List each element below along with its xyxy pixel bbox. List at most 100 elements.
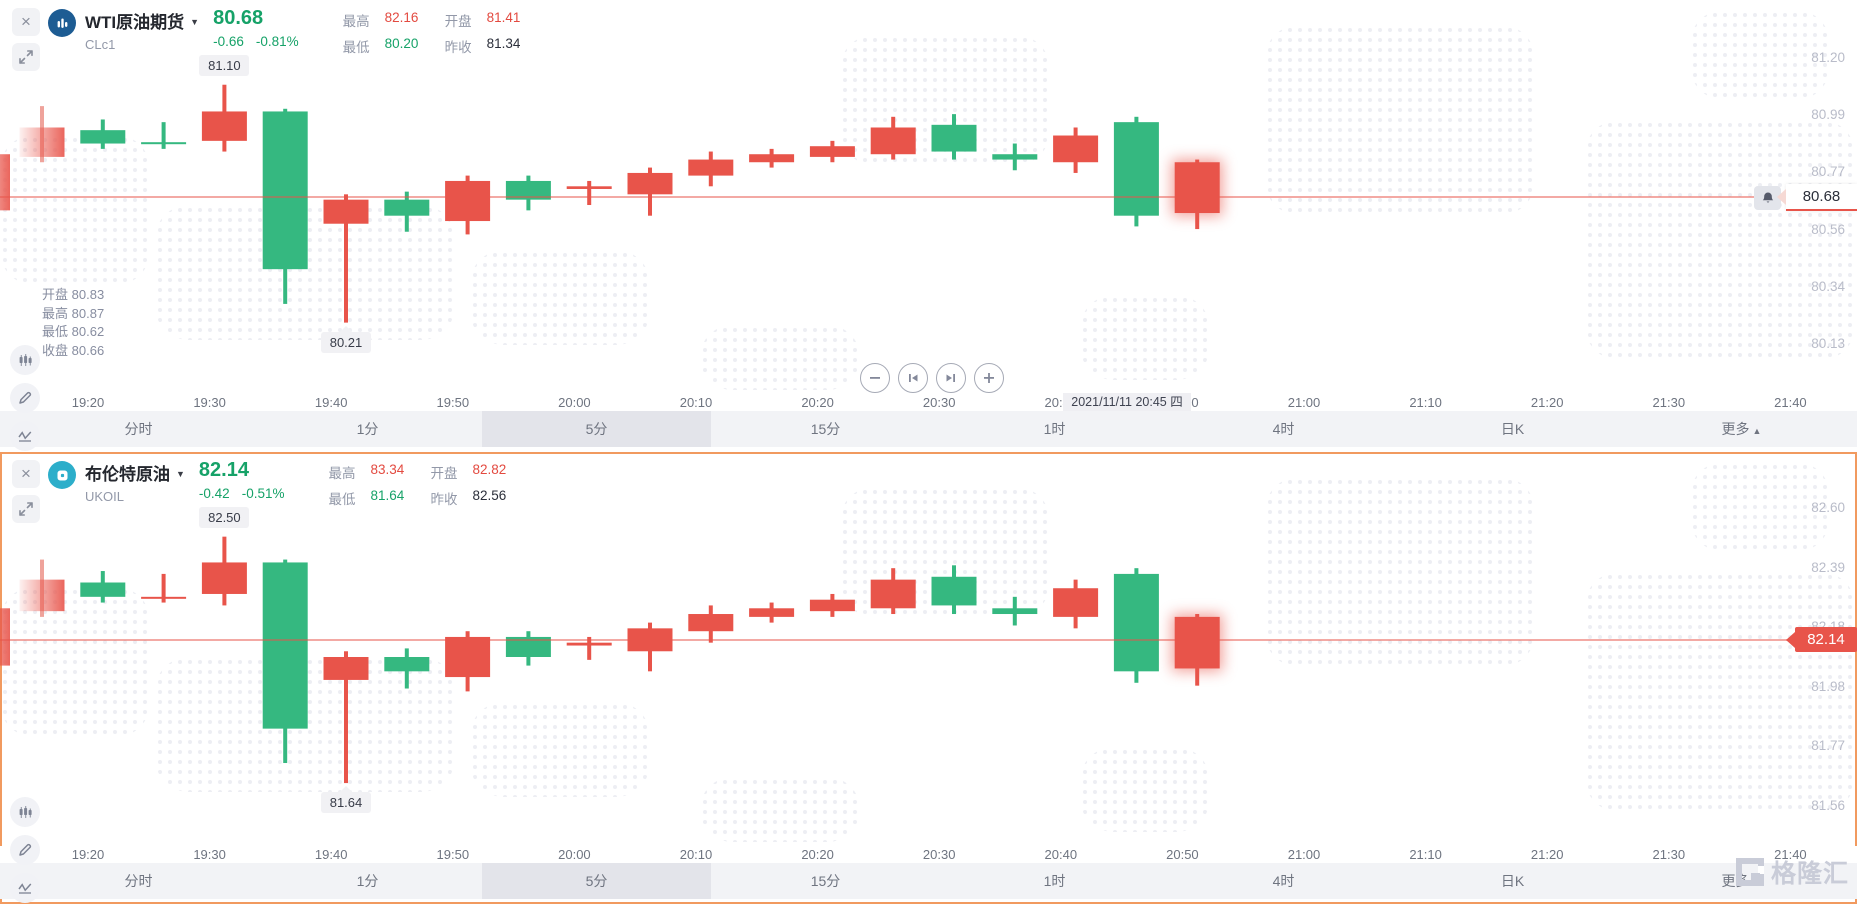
map-dots-background <box>1690 10 1830 100</box>
timeframe-bar: 分时 1分 5分 15分 1时 4时 日K 更多 ▲ <box>0 411 1857 447</box>
alert-bell-icon[interactable] <box>1754 185 1781 210</box>
timeframe-tab[interactable]: 日K <box>1500 421 1525 437</box>
expand-icon[interactable] <box>12 43 40 71</box>
last-price: 80.68 <box>213 7 264 29</box>
readout-label: 开盘 <box>42 287 69 302</box>
symbol-name[interactable]: WTI原油期货 <box>85 13 185 32</box>
timeframe-tab[interactable]: 分时 <box>124 873 153 889</box>
map-dots-background <box>470 250 650 345</box>
readout-value: 80.87 <box>71 305 105 321</box>
ohlc-stats: 最高 82.16 开盘 81.41 最低 80.20 昨收 81.34 <box>343 10 541 56</box>
stat-label: 昨收 <box>430 492 458 507</box>
timeframe-bar: 分时 1分 5分 15分 1时 4时 日K 更多 ▲ <box>0 863 1857 899</box>
skip-to-start-button[interactable] <box>898 363 928 393</box>
price-axis-label: 80.13 <box>1811 336 1845 351</box>
stat-label: 昨收 <box>444 40 472 55</box>
timeframe-tab[interactable]: 5分 <box>482 411 711 447</box>
timeframe-tab[interactable]: 15分 <box>810 873 841 889</box>
symbol-icon <box>48 9 76 37</box>
stat-value: 81.34 <box>486 36 521 51</box>
candlestick-style-button[interactable] <box>10 345 40 375</box>
timeframe-tab[interactable]: 4时 <box>1272 873 1295 889</box>
price-change-pct: -0.81% <box>255 34 299 49</box>
map-dots-background <box>1265 477 1535 667</box>
dropdown-arrow-icon[interactable]: ▼ <box>176 468 185 479</box>
time-axis-label: 19:20 <box>71 395 105 410</box>
stat-value: 80.20 <box>384 36 419 51</box>
symbol-icon <box>48 461 76 489</box>
map-dots-background <box>1585 120 1855 360</box>
current-price-line <box>0 196 1857 198</box>
candlestick-chart[interactable] <box>0 452 1857 904</box>
draw-tool-button[interactable] <box>10 383 40 413</box>
timeframe-tab[interactable]: 1分 <box>356 873 379 889</box>
zoom-in-button[interactable] <box>974 363 1004 393</box>
candlestick-chart[interactable] <box>0 0 1857 452</box>
time-axis-label: 20:20 <box>801 395 834 410</box>
current-price-line <box>0 639 1857 641</box>
map-dots-background <box>0 587 150 737</box>
indicator-button[interactable] <box>10 873 40 903</box>
stat-label: 最高 <box>342 14 370 29</box>
time-axis-label: 21:10 <box>1409 395 1442 410</box>
candlestick-style-button[interactable] <box>10 797 40 827</box>
chevron-up-icon: ▲ <box>1752 426 1762 436</box>
stat-value: 82.16 <box>384 10 419 25</box>
low-price-marker: 81.64 <box>321 786 371 814</box>
crosshair-date-tooltip: 2021/11/11 20:45 四 <box>1063 393 1191 412</box>
time-axis-label: 21:20 <box>1530 847 1564 862</box>
zoom-out-button[interactable] <box>860 363 890 393</box>
symbol-code: UKOIL <box>85 489 125 504</box>
time-axis-label: 21:20 <box>1530 395 1564 410</box>
timeframe-tab[interactable]: 1分 <box>356 421 379 437</box>
time-axis-label: 20:00 <box>558 395 591 410</box>
time-axis-label: 20:40 <box>1044 847 1078 862</box>
price-axis-label: 82.60 <box>1811 500 1845 515</box>
ohlc-readout-row: 开盘 80.83 <box>42 286 104 305</box>
panel-header: × WTI原油期货 ▼ CLc1 80.68 -0.66 -0.81% 最高 82… <box>12 8 541 71</box>
stat-label: 最低 <box>328 492 356 507</box>
readout-label: 最高 <box>42 305 69 321</box>
timeframe-tab[interactable]: 日K <box>1500 873 1525 889</box>
symbol-name[interactable]: 布伦特原油 <box>85 465 170 484</box>
panel-header: × 布伦特原油 ▼ UKOIL 82.14 -0.42 -0.51% 最高 83.… <box>12 460 526 523</box>
draw-tool-button[interactable] <box>10 835 40 865</box>
price-change: -0.66 <box>213 34 244 49</box>
close-icon[interactable]: × <box>12 8 40 36</box>
symbol-code: CLc1 <box>85 37 116 52</box>
time-axis-label: 21:30 <box>1652 847 1686 862</box>
skip-to-end-button[interactable] <box>936 363 966 393</box>
timeframe-tab[interactable]: 5分 <box>482 863 711 899</box>
watermark-text: 格隆汇 <box>1770 860 1849 888</box>
readout-value: 80.66 <box>71 342 105 358</box>
time-axis-label: 21:30 <box>1652 395 1686 410</box>
price-axis-label: 82.39 <box>1811 559 1845 575</box>
time-axis-label: 19:40 <box>314 395 348 410</box>
time-axis-label: 21:40 <box>1774 395 1807 410</box>
timeframe-tab[interactable]: 分时 <box>124 421 153 437</box>
time-axis-label: 19:20 <box>71 847 105 862</box>
timeframe-tab[interactable]: 1时 <box>1043 421 1066 437</box>
timeframe-tab[interactable]: 4时 <box>1272 421 1295 437</box>
stat-label: 开盘 <box>444 14 472 29</box>
map-dots-background <box>470 702 650 797</box>
time-axis-label: 21:00 <box>1287 847 1321 862</box>
stat-value: 83.34 <box>370 462 405 477</box>
timeframe-tab[interactable]: 1时 <box>1043 873 1066 889</box>
price-axis-label: 81.77 <box>1811 738 1845 754</box>
readout-label: 收盘 <box>42 342 69 358</box>
dropdown-arrow-icon[interactable]: ▼ <box>190 16 200 27</box>
timeframe-more-button[interactable]: 更多 ▲ <box>1627 411 1856 447</box>
timeframe-tab[interactable]: 15分 <box>810 421 841 437</box>
indicator-button[interactable] <box>10 421 40 451</box>
price-change-pct: -0.51% <box>241 486 285 501</box>
expand-icon[interactable] <box>12 495 40 523</box>
stat-value: 82.56 <box>472 488 507 503</box>
time-axis-label: 21:40 <box>1774 847 1807 862</box>
close-icon[interactable]: × <box>12 460 40 488</box>
price-axis-label: 80.99 <box>1811 107 1845 123</box>
map-dots-background <box>1080 295 1210 380</box>
more-label: 更多 <box>1721 421 1750 437</box>
time-axis: 19:20 19:30 19:40 19:50 20:00 20:10 20:20 20:30… <box>0 846 1857 863</box>
